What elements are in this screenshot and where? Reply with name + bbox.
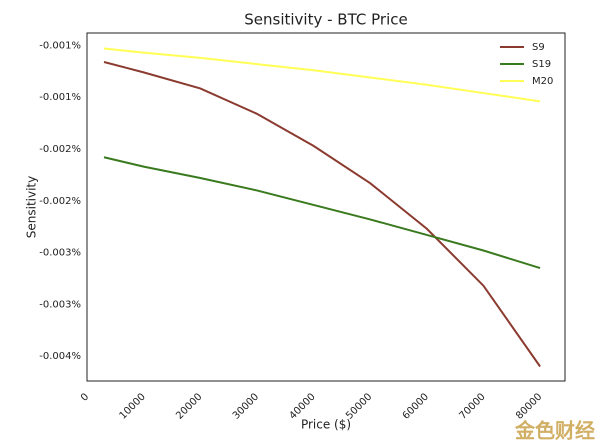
x-tick-label: 30000 [231,391,261,421]
x-tick-label: 80000 [514,391,544,421]
y-tick-label: -0.001% [39,40,81,51]
watermark: 金色财经 [514,419,595,443]
y-axis-label: Sensitivity [25,176,39,238]
x-tick-label: 20000 [174,391,204,421]
x-tick-label: 60000 [401,391,431,421]
y-tick-label: -0.001% [39,92,81,103]
y-tick-label: -0.002% [39,144,81,155]
plot-frame [86,32,566,382]
line-series [103,47,541,103]
legend-label: S9 [532,42,545,53]
x-tick-label: 0 [79,391,91,403]
chart-title: Sensitivity - BTC Price [244,11,407,29]
legend-label: M20 [532,76,553,87]
line-series [103,156,541,270]
y-tick-label: -0.002% [39,196,81,207]
x-tick-label: 10000 [118,391,148,421]
x-tick-label: 50000 [344,391,374,421]
y-tick-label: -0.004% [39,351,81,362]
legend-label: S19 [532,59,551,70]
x-tick-label: 70000 [457,391,487,421]
line-series [103,61,541,368]
y-tick-label: -0.003% [39,299,81,310]
x-axis-label: Price ($) [301,418,351,432]
y-tick-label: -0.003% [39,248,81,259]
